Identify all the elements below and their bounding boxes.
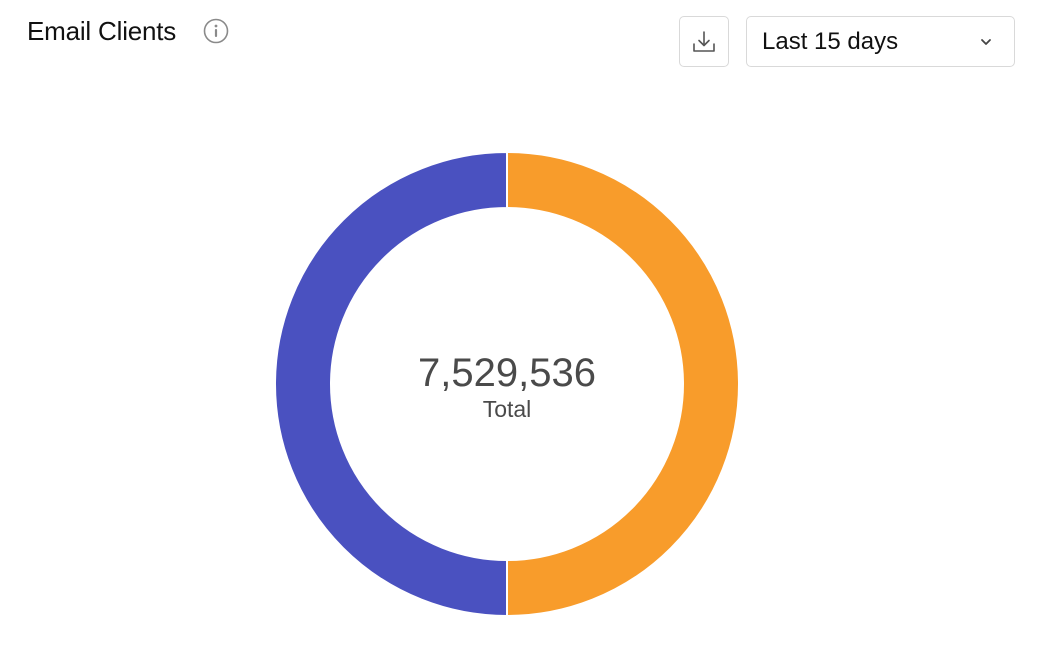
date-range-select[interactable]: Last 15 days	[746, 16, 1015, 67]
page-title: Email Clients	[27, 16, 177, 46]
download-button[interactable]	[679, 16, 729, 67]
chevron-down-icon	[981, 39, 991, 45]
donut-slice-1[interactable]	[506, 150, 740, 618]
download-icon	[693, 30, 715, 52]
info-icon[interactable]	[203, 18, 229, 44]
info-icon-graphic	[203, 18, 229, 44]
total-label: Total	[483, 396, 532, 422]
donut-slices	[274, 150, 740, 618]
date-range-value: Last 15 days	[762, 28, 899, 55]
donut-slice-2[interactable]	[274, 150, 508, 618]
total-value: 7,529,536	[418, 351, 596, 395]
